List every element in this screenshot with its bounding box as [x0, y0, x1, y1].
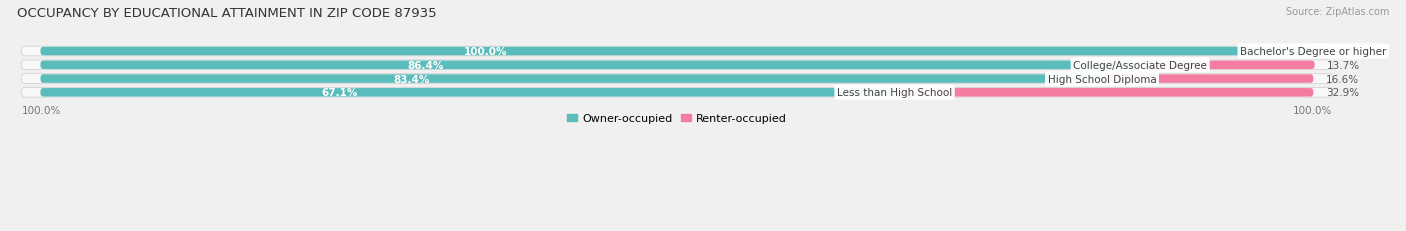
FancyBboxPatch shape	[41, 75, 1102, 83]
FancyBboxPatch shape	[1140, 61, 1315, 70]
FancyBboxPatch shape	[21, 47, 1333, 57]
Legend: Owner-occupied, Renter-occupied: Owner-occupied, Renter-occupied	[562, 109, 790, 128]
FancyBboxPatch shape	[41, 61, 1140, 70]
Text: 83.4%: 83.4%	[394, 74, 430, 84]
Text: 86.4%: 86.4%	[408, 61, 443, 70]
FancyBboxPatch shape	[41, 48, 1313, 56]
Text: 100.0%: 100.0%	[464, 47, 508, 57]
Text: Source: ZipAtlas.com: Source: ZipAtlas.com	[1285, 7, 1389, 17]
FancyBboxPatch shape	[894, 89, 1313, 97]
Text: 32.9%: 32.9%	[1326, 88, 1360, 98]
Text: 67.1%: 67.1%	[321, 88, 357, 98]
Text: 100.0%: 100.0%	[1294, 106, 1333, 116]
FancyBboxPatch shape	[21, 88, 1333, 98]
Text: Less than High School: Less than High School	[837, 88, 952, 98]
Text: 13.7%: 13.7%	[1327, 61, 1361, 70]
Text: 100.0%: 100.0%	[21, 106, 60, 116]
FancyBboxPatch shape	[21, 61, 1333, 70]
Text: High School Diploma: High School Diploma	[1047, 74, 1156, 84]
FancyBboxPatch shape	[21, 74, 1333, 84]
FancyBboxPatch shape	[1102, 75, 1313, 83]
FancyBboxPatch shape	[41, 89, 894, 97]
Text: 16.6%: 16.6%	[1326, 74, 1360, 84]
Text: 0.0%: 0.0%	[1326, 47, 1353, 57]
Text: OCCUPANCY BY EDUCATIONAL ATTAINMENT IN ZIP CODE 87935: OCCUPANCY BY EDUCATIONAL ATTAINMENT IN Z…	[17, 7, 436, 20]
Text: Bachelor's Degree or higher: Bachelor's Degree or higher	[1240, 47, 1386, 57]
Text: College/Associate Degree: College/Associate Degree	[1073, 61, 1208, 70]
